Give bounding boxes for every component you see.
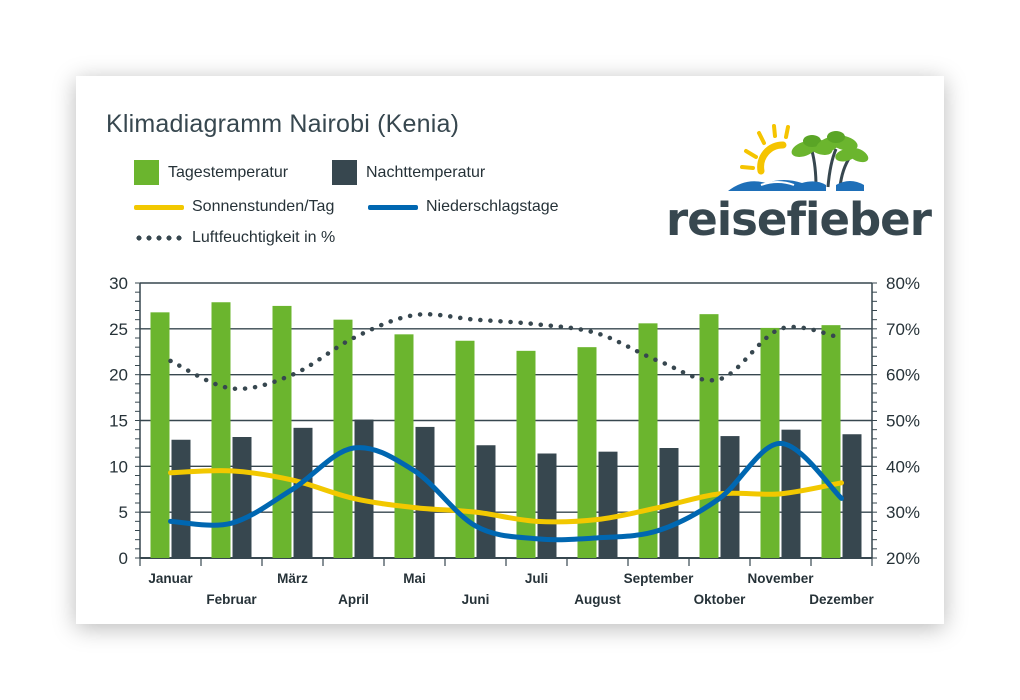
chart-title: Klimadiagramm Nairobi (Kenia) — [106, 110, 460, 138]
y-left-tick-label: 30 — [109, 274, 128, 293]
x-month-label: Juli — [525, 571, 548, 586]
sun-icon — [740, 124, 790, 175]
legend-nachttemperatur: Nachttemperatur — [332, 160, 485, 185]
bar-nachttemperatur — [476, 445, 496, 558]
bar-tagestemperatur — [394, 334, 414, 558]
reisefieber-logo: reisefieber — [666, 121, 932, 246]
line-luftfeuchtigkeit — [168, 312, 844, 392]
bar-tagestemperatur — [638, 323, 658, 558]
legend-label-tag: Tagestemperatur — [168, 163, 289, 181]
x-month-label: Mai — [403, 571, 426, 586]
y-right-tick-label: 20% — [886, 549, 920, 568]
bar-nachttemperatur — [415, 426, 435, 558]
bar-tagestemperatur — [333, 319, 353, 558]
x-month-label: August — [574, 592, 621, 607]
legend-label-regen: Niederschlagstage — [426, 198, 559, 215]
legend-swatch-yellow — [134, 204, 184, 210]
y-left-tick-label: 15 — [109, 412, 128, 431]
x-month-label: November — [747, 571, 814, 586]
bar-tagestemperatur — [699, 314, 719, 558]
x-month-label: Januar — [148, 571, 193, 586]
y-right-tick-label: 40% — [886, 457, 920, 476]
legend-swatch-blue — [368, 204, 418, 210]
legend-label-sonne: Sonnenstunden/Tag — [192, 198, 335, 215]
y-right-tick-label: 80% — [886, 274, 920, 293]
y-right-tick-label: 60% — [886, 366, 920, 385]
y-left-tick-label: 10 — [109, 457, 128, 476]
bar-nachttemperatur — [232, 437, 252, 558]
x-month-label: Oktober — [694, 592, 747, 607]
bar-tagestemperatur — [150, 312, 170, 558]
bar-tagestemperatur — [272, 305, 292, 558]
bar-nachttemperatur — [354, 419, 374, 558]
legend-sonnenstunden: Sonnenstunden/Tag — [134, 198, 334, 216]
bar-tagestemperatur — [455, 340, 475, 558]
bar-tagestemperatur — [211, 302, 231, 558]
bar-tagestemperatur — [516, 350, 536, 558]
bar-nachttemperatur — [842, 434, 862, 558]
logo-graphic — [728, 124, 869, 191]
line-niederschlagstage — [168, 440, 844, 543]
bar-nachttemperatur — [537, 453, 557, 558]
y-left-tick-label: 20 — [109, 366, 128, 385]
wave-icon — [728, 180, 864, 191]
logo-wordmark: reisefieber — [666, 193, 932, 246]
legend-swatch-dark — [332, 160, 357, 185]
x-month-label: März — [277, 571, 308, 586]
y-right-tick-label: 30% — [886, 503, 920, 522]
bar-tagestemperatur — [577, 347, 597, 558]
bar-nachttemperatur — [171, 439, 191, 558]
bar-tagestemperatur — [821, 325, 841, 558]
legend-tagestemperatur: Tagestemperatur — [134, 160, 288, 185]
legend-luftfeuchtigkeit: Luftfeuchtigkeit in % — [134, 229, 335, 247]
legend-swatch-green — [134, 160, 159, 185]
legend-label-feucht: Luftfeuchtigkeit in % — [192, 229, 336, 246]
y-left-tick-label: 25 — [109, 320, 128, 339]
x-month-label: Dezember — [809, 592, 874, 607]
y-right-tick-label: 50% — [886, 412, 920, 431]
legend-niederschlagstage: Niederschlagstage — [368, 198, 559, 216]
x-month-label: Februar — [206, 592, 257, 607]
bar-nachttemperatur — [598, 451, 618, 558]
bar-nachttemperatur — [293, 427, 313, 558]
legend-label-nacht: Nachttemperatur — [366, 163, 486, 181]
y-right-tick-label: 70% — [886, 320, 920, 339]
x-month-label: Juni — [462, 592, 490, 607]
chart-card: Klimadiagramm Nairobi (Kenia) Tagestempe… — [76, 76, 944, 624]
climate-chart: 0 5 10 15 20 25 30 20% 30% 40% 50% 60% 70% 80% Januar F… — [109, 274, 920, 607]
y-left-tick-label: 5 — [119, 503, 128, 522]
x-month-label: April — [338, 592, 369, 607]
bar-tagestemperatur — [760, 327, 780, 558]
bar-nachttemperatur — [720, 436, 740, 558]
y-left-tick-label: 0 — [119, 549, 128, 568]
legend-swatch-dots — [134, 235, 184, 241]
x-month-label: September — [624, 571, 695, 586]
